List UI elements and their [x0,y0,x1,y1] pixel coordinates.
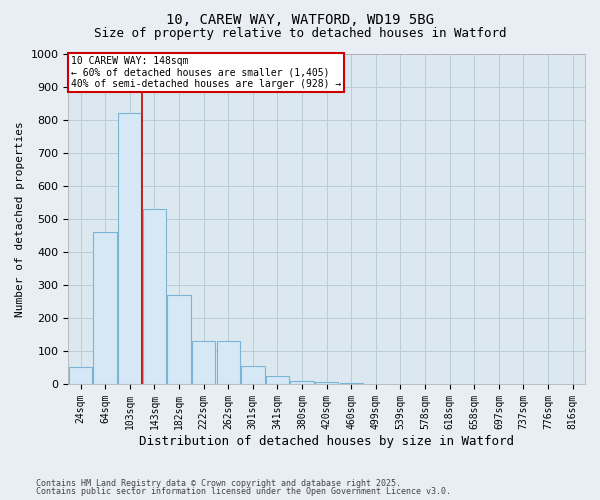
Bar [217,341,240,384]
Bar [266,376,289,384]
Bar [167,295,191,384]
Bar [241,366,265,384]
Bar [69,368,92,384]
Bar [192,341,215,384]
Y-axis label: Number of detached properties: Number of detached properties [15,121,25,317]
Text: Contains public sector information licensed under the Open Government Licence v3: Contains public sector information licen… [36,487,451,496]
Text: Size of property relative to detached houses in Watford: Size of property relative to detached ho… [94,28,506,40]
Bar [143,209,166,384]
X-axis label: Distribution of detached houses by size in Watford: Distribution of detached houses by size … [139,434,514,448]
Text: 10 CAREW WAY: 148sqm
← 60% of detached houses are smaller (1,405)
40% of semi-de: 10 CAREW WAY: 148sqm ← 60% of detached h… [71,56,341,89]
Bar [315,382,338,384]
Text: 10, CAREW WAY, WATFORD, WD19 5BG: 10, CAREW WAY, WATFORD, WD19 5BG [166,12,434,26]
Bar [118,114,142,384]
Bar [94,232,117,384]
Bar [290,380,314,384]
Text: Contains HM Land Registry data © Crown copyright and database right 2025.: Contains HM Land Registry data © Crown c… [36,478,401,488]
